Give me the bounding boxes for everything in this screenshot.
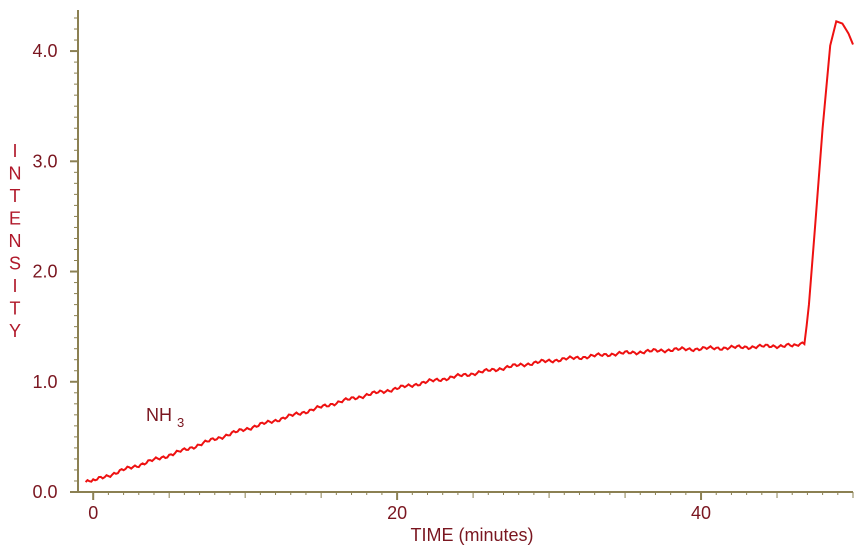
- x-tick-label: 20: [387, 503, 407, 523]
- series-line: [84, 19, 854, 483]
- y-axis-title-letter: Y: [9, 321, 21, 341]
- y-axis-title-letter: E: [9, 209, 21, 229]
- y-ticks-group: 0.0 1.0 2.0 3.0 4.0: [32, 17, 78, 502]
- x-tick-label: 0: [88, 503, 98, 523]
- nh3-annotation: NH 3: [146, 405, 184, 430]
- x-tick-label: 40: [691, 503, 711, 523]
- y-tick-label: 2.0: [32, 262, 57, 282]
- y-axis-title-letter: T: [10, 186, 21, 206]
- y-tick-label: 3.0: [32, 151, 57, 171]
- y-tick-label: 1.0: [32, 372, 57, 392]
- x-ticks-group: 0 20 40: [88, 492, 854, 523]
- annotation-subscript: 3: [177, 415, 184, 430]
- annotation-text: NH: [146, 405, 172, 425]
- y-axis-title-letter: I: [12, 141, 17, 161]
- y-axis-title-letter: T: [10, 299, 21, 319]
- y-tick-label: 4.0: [32, 41, 57, 61]
- x-axis-title: TIME (minutes): [410, 525, 533, 545]
- y-tick-label: 0.0: [32, 482, 57, 502]
- y-axis-title-letter: N: [9, 231, 22, 251]
- y-axis-title-letter: S: [9, 254, 21, 274]
- plot-area: 0.0 1.0 2.0 3.0 4.0 0 20 40 NH 3: [32, 10, 854, 523]
- y-axis-title-letter: N: [9, 164, 22, 184]
- y-axis-title-letter: I: [12, 276, 17, 296]
